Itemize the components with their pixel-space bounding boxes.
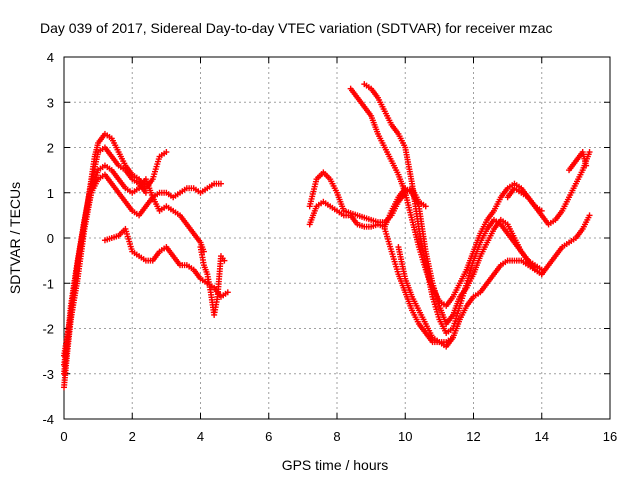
y-tick-label: -1 [42,276,54,291]
data-point-marker [142,189,149,196]
data-point-marker [221,257,228,264]
x-tick-label: 12 [466,429,480,444]
y-tick-label: 0 [47,231,54,246]
data-point-marker [583,162,590,169]
data-point-marker [586,149,593,156]
y-tick-label: 1 [47,186,54,201]
x-tick-label: 10 [398,429,412,444]
y-tick-label: -3 [42,367,54,382]
x-tick-label: 2 [129,429,136,444]
chart-title: Day 039 of 2017, Sidereal Day-to-day VTE… [40,20,553,36]
y-tick-label: -2 [42,322,54,337]
data-point-marker [538,207,545,214]
data-point-marker [163,149,170,156]
y-tick-labels: -4 -3 -2 -1 0 1 2 3 4 [42,50,54,427]
axis-ticks [63,56,611,420]
data-point-marker [450,334,457,341]
y-tick-label: 4 [47,50,54,65]
grid [64,57,610,419]
x-tick-label: 8 [333,429,340,444]
data-markers [61,81,593,391]
x-tick-label: 4 [197,429,204,444]
x-tick-label: 6 [265,429,272,444]
data-point-marker [224,289,231,296]
y-tick-label: 3 [47,95,54,110]
y-tick-label: 2 [47,141,54,156]
x-tick-label: 14 [535,429,549,444]
x-tick-label: 0 [60,429,67,444]
x-tick-label: 16 [603,429,617,444]
x-tick-labels: 0 2 4 6 8 10 12 14 16 [60,429,617,444]
y-tick-label: -4 [42,412,54,427]
data-point-marker [422,203,429,210]
y-axis-label: SDTVAR / TECUs [7,182,23,294]
x-axis-label: GPS time / hours [282,457,389,473]
data-point-marker [586,212,593,219]
data-point-marker [217,180,224,187]
